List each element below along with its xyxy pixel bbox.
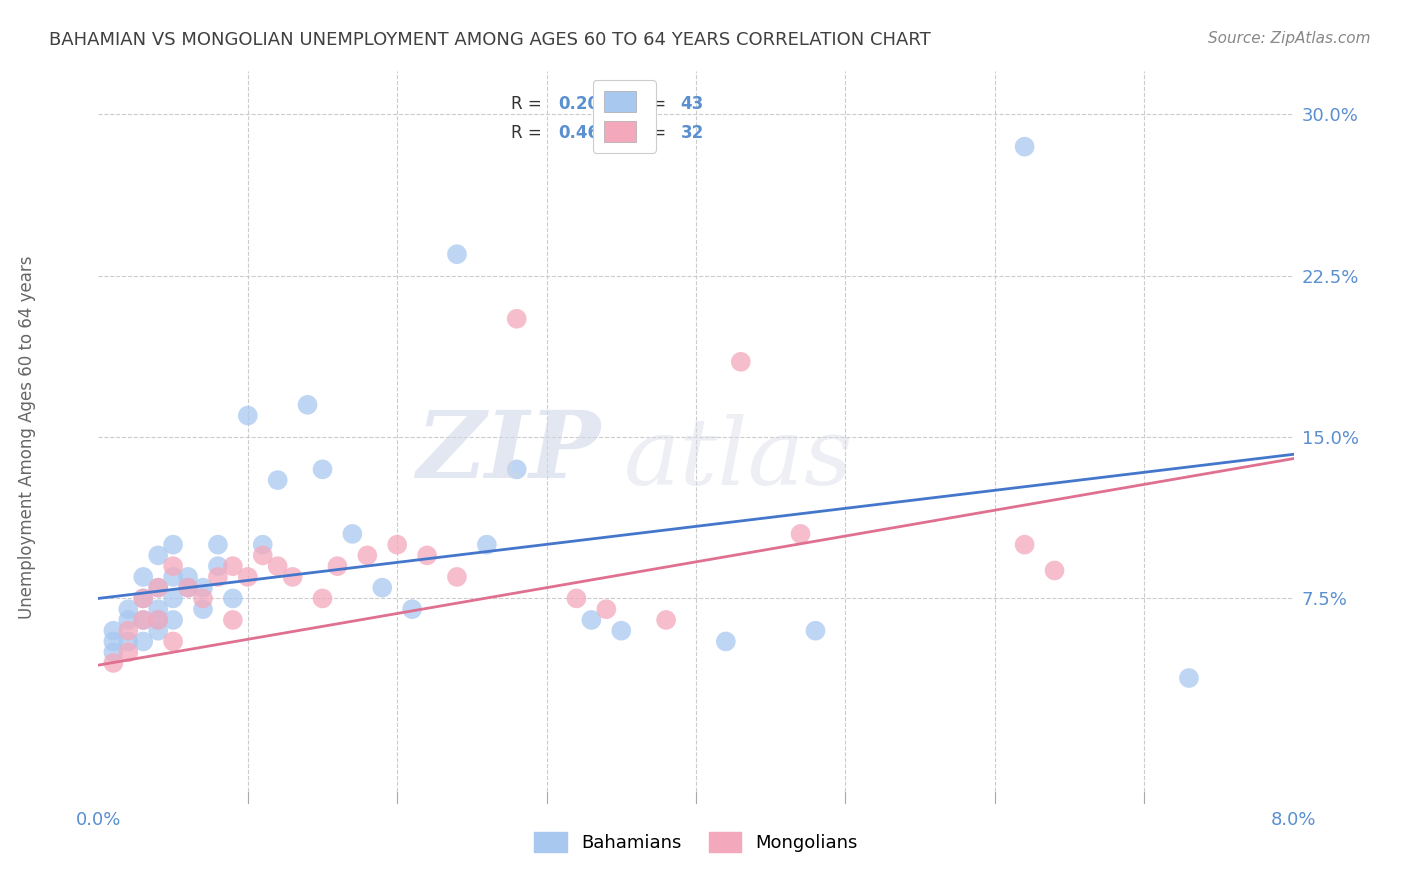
- Point: [222, 559, 245, 574]
- Point: [714, 634, 737, 648]
- Text: N =: N =: [624, 124, 672, 142]
- Point: [1014, 538, 1036, 552]
- Point: [132, 613, 155, 627]
- Point: [103, 656, 125, 670]
- Point: [103, 634, 125, 648]
- Text: N =: N =: [624, 95, 672, 113]
- Point: [132, 634, 155, 648]
- Point: [311, 462, 333, 476]
- Point: [191, 591, 214, 606]
- Text: 0.201: 0.201: [558, 95, 612, 113]
- Point: [342, 527, 364, 541]
- Point: [222, 613, 245, 627]
- Text: atlas: atlas: [624, 414, 853, 504]
- Point: [311, 591, 333, 606]
- Text: 0.468: 0.468: [558, 124, 612, 142]
- Point: [565, 591, 588, 606]
- Point: [117, 624, 139, 638]
- Point: [117, 645, 139, 659]
- Point: [191, 581, 214, 595]
- Point: [207, 538, 229, 552]
- Text: R =: R =: [510, 124, 547, 142]
- Point: [177, 570, 200, 584]
- Point: [103, 645, 125, 659]
- Point: [132, 570, 155, 584]
- Point: [148, 549, 170, 563]
- Point: [148, 602, 170, 616]
- Point: [1014, 139, 1036, 153]
- Point: [446, 247, 468, 261]
- Point: [446, 570, 468, 584]
- Point: [416, 549, 439, 563]
- Point: [177, 581, 200, 595]
- Point: [267, 473, 290, 487]
- Point: [506, 462, 529, 476]
- Point: [804, 624, 827, 638]
- Point: [117, 613, 139, 627]
- Point: [581, 613, 603, 627]
- Point: [730, 355, 752, 369]
- Point: [475, 538, 498, 552]
- Point: [162, 559, 184, 574]
- Point: [132, 591, 155, 606]
- Text: BAHAMIAN VS MONGOLIAN UNEMPLOYMENT AMONG AGES 60 TO 64 YEARS CORRELATION CHART: BAHAMIAN VS MONGOLIAN UNEMPLOYMENT AMONG…: [49, 31, 931, 49]
- Point: [148, 624, 170, 638]
- Point: [117, 634, 139, 648]
- Point: [1043, 564, 1066, 578]
- Point: [207, 559, 229, 574]
- Point: [132, 591, 155, 606]
- Point: [655, 613, 678, 627]
- Point: [401, 602, 423, 616]
- Point: [236, 409, 259, 423]
- Point: [252, 549, 274, 563]
- Point: [117, 602, 139, 616]
- Point: [162, 634, 184, 648]
- Point: [1178, 671, 1201, 685]
- Point: [252, 538, 274, 552]
- Point: [191, 602, 214, 616]
- Point: [506, 311, 529, 326]
- Point: [207, 570, 229, 584]
- Point: [148, 613, 170, 627]
- Point: [162, 613, 184, 627]
- Point: [610, 624, 633, 638]
- Text: Unemployment Among Ages 60 to 64 years: Unemployment Among Ages 60 to 64 years: [18, 255, 35, 619]
- Point: [595, 602, 617, 616]
- Point: [148, 613, 170, 627]
- Point: [385, 538, 409, 552]
- Point: [281, 570, 304, 584]
- Legend: Bahamians, Mongolians: Bahamians, Mongolians: [527, 824, 865, 860]
- Point: [162, 570, 184, 584]
- Point: [103, 624, 125, 638]
- Point: [222, 591, 245, 606]
- Point: [162, 538, 184, 552]
- Text: 32: 32: [681, 124, 703, 142]
- Point: [236, 570, 259, 584]
- Point: [356, 549, 378, 563]
- Point: [789, 527, 811, 541]
- Text: Source: ZipAtlas.com: Source: ZipAtlas.com: [1208, 31, 1371, 46]
- Text: R =: R =: [510, 95, 547, 113]
- Point: [148, 581, 170, 595]
- Text: ZIP: ZIP: [416, 407, 600, 497]
- Point: [267, 559, 290, 574]
- Point: [297, 398, 319, 412]
- Point: [326, 559, 349, 574]
- Text: 43: 43: [681, 95, 703, 113]
- Point: [177, 581, 200, 595]
- Point: [148, 581, 170, 595]
- Point: [371, 581, 394, 595]
- Point: [162, 591, 184, 606]
- Point: [132, 613, 155, 627]
